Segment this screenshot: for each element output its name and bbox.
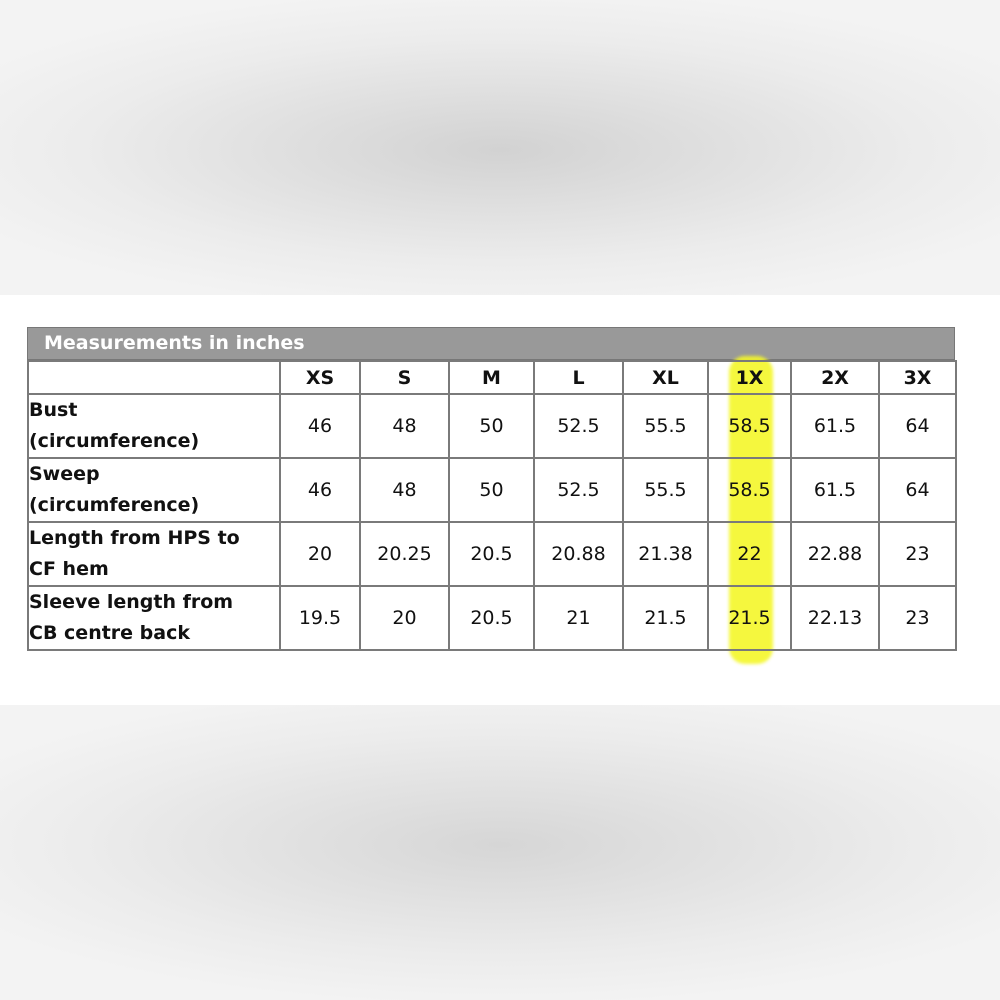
column-header: XL: [622, 360, 709, 395]
value-cell: 20: [279, 521, 361, 587]
table-title: Measurements in inches: [27, 327, 955, 360]
value-cell: 52.5: [533, 393, 624, 459]
value-cell: 58.5: [707, 393, 792, 459]
value-cell: 22.13: [790, 585, 880, 651]
column-header: S: [359, 360, 450, 395]
table-row: Length from HPS to CF hem 20 20.25 20.5 20.88…: [27, 521, 957, 587]
value-cell: 22: [707, 521, 792, 587]
column-header: 3X: [878, 360, 957, 395]
value-cell: 20.88: [533, 521, 624, 587]
blurred-background-bottom: [0, 705, 1000, 1000]
row-label: Length from HPS to CF hem: [27, 521, 281, 587]
value-cell: 61.5: [790, 457, 880, 523]
value-cell: 55.5: [622, 457, 709, 523]
value-cell: 50: [448, 393, 535, 459]
column-header: XS: [279, 360, 361, 395]
value-cell: 23: [878, 585, 957, 651]
value-cell: 21.5: [707, 585, 792, 651]
value-cell: 20.5: [448, 521, 535, 587]
value-cell: 64: [878, 393, 957, 459]
value-cell: 20.5: [448, 585, 535, 651]
column-header: 1X: [707, 360, 792, 395]
value-cell: 19.5: [279, 585, 361, 651]
value-cell: 55.5: [622, 393, 709, 459]
value-cell: 46: [279, 393, 361, 459]
table-row: Bust (circumference) 46 48 50 52.5 55.5 58.5 61.…: [27, 393, 957, 459]
value-cell: 21: [533, 585, 624, 651]
row-label-line: (circumference): [29, 494, 200, 516]
column-header: L: [533, 360, 624, 395]
value-cell: 64: [878, 457, 957, 523]
column-header: M: [448, 360, 535, 395]
value-cell: 23: [878, 521, 957, 587]
row-label-line: Sleeve length from: [29, 591, 234, 613]
row-label-line: Sweep: [29, 463, 100, 485]
value-cell: 20.25: [359, 521, 450, 587]
row-label: Sleeve length from CB centre back: [27, 585, 281, 651]
row-label-line: (circumference): [29, 430, 200, 452]
row-label: Bust (circumference): [27, 393, 281, 459]
value-cell: 52.5: [533, 457, 624, 523]
header-row: XS S M L XL 1X 2X 3X: [27, 360, 957, 395]
value-cell: 50: [448, 457, 535, 523]
value-cell: 61.5: [790, 393, 880, 459]
row-label-line: CB centre back: [29, 622, 190, 644]
corner-cell: [27, 360, 281, 395]
row-label-line: Length from HPS to: [29, 527, 240, 549]
table-row: Sleeve length from CB centre back 19.5 20 20…: [27, 585, 957, 651]
blurred-background-top: [0, 0, 1000, 295]
row-label: Sweep (circumference): [27, 457, 281, 523]
value-cell: 21.38: [622, 521, 709, 587]
value-cell: 20: [359, 585, 450, 651]
value-cell: 48: [359, 457, 450, 523]
row-label-line: Bust: [29, 399, 78, 421]
row-label-line: CF hem: [29, 558, 109, 580]
size-chart-table: XS S M L XL 1X 2X 3X Bust (circumference)…: [27, 360, 957, 651]
table-row: Sweep (circumference) 46 48 50 52.5 55.5 58.5 61…: [27, 457, 957, 523]
value-cell: 48: [359, 393, 450, 459]
value-cell: 58.5: [707, 457, 792, 523]
column-header: 2X: [790, 360, 880, 395]
value-cell: 22.88: [790, 521, 880, 587]
value-cell: 46: [279, 457, 361, 523]
value-cell: 21.5: [622, 585, 709, 651]
